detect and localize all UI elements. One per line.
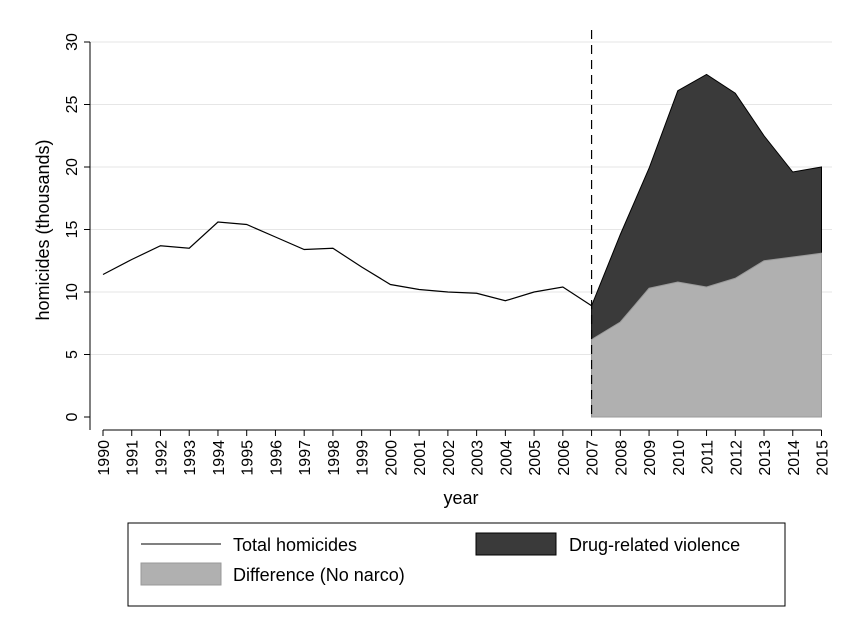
x-tick-label-2008: 2008 [613,440,630,476]
line-series [102,221,592,307]
x-tick-label-2014: 2014 [786,440,803,476]
x-tick-label-1999: 1999 [355,440,372,476]
y-tick-label-20: 20 [64,158,81,176]
legend-swatch-difference [140,562,222,586]
line-total-homicides [102,221,592,307]
y-tick-label-30: 30 [64,33,81,51]
x-tick-label-2015: 2015 [815,440,832,476]
y-tick-label-0: 0 [64,412,81,421]
x-tick-label-2004: 2004 [498,440,515,476]
legend-label-difference: Difference (No narco) [233,565,405,585]
x-tick-label-2009: 2009 [642,440,659,476]
x-tick-label-2003: 2003 [470,440,487,476]
x-tick-label-1994: 1994 [211,440,228,476]
legend: Total homicides Drug-related violence Di… [127,522,786,607]
x-tick-label-2005: 2005 [527,440,544,476]
x-tick-label-2010: 2010 [671,440,688,476]
y-tick-label-10: 10 [64,283,81,301]
x-tick-label-2001: 2001 [412,440,429,476]
x-tick-label-1997: 1997 [297,440,314,476]
x-tick-label-2011: 2011 [700,440,717,475]
y-axis-title: homicides (thousands) [33,139,53,320]
x-tick-label-1990: 1990 [96,440,113,476]
legend-label-total: Total homicides [233,535,357,555]
legend-swatch-drug [475,532,557,556]
x-tick-label-1995: 1995 [240,440,257,476]
y-tick-label-25: 25 [64,96,81,114]
legend-label-drug: Drug-related violence [569,535,740,555]
x-tick-label-1996: 1996 [268,440,285,476]
x-tick-label-1992: 1992 [153,440,170,476]
x-tick-label-1993: 1993 [182,440,199,476]
x-tick-label-2002: 2002 [441,440,458,476]
x-tick-label-2006: 2006 [556,440,573,476]
area-difference-no-narco [591,252,822,418]
y-tick-label-15: 15 [64,221,81,239]
x-tick-label-2013: 2013 [757,440,774,476]
y-tick-label-5: 5 [64,350,81,359]
x-axis-title: year [443,488,478,508]
x-tick-label-2000: 2000 [383,440,400,476]
x-tick-label-2007: 2007 [585,440,602,476]
axes: 0 5 10 15 20 25 30 1990 1991 1992 1993 1994 1995 1996… [64,33,832,476]
x-tick-label-2012: 2012 [728,440,745,476]
legend-box [127,522,786,607]
area-series [591,73,822,418]
x-tick-label-1998: 1998 [326,440,343,476]
x-tick-label-1991: 1991 [125,440,142,476]
